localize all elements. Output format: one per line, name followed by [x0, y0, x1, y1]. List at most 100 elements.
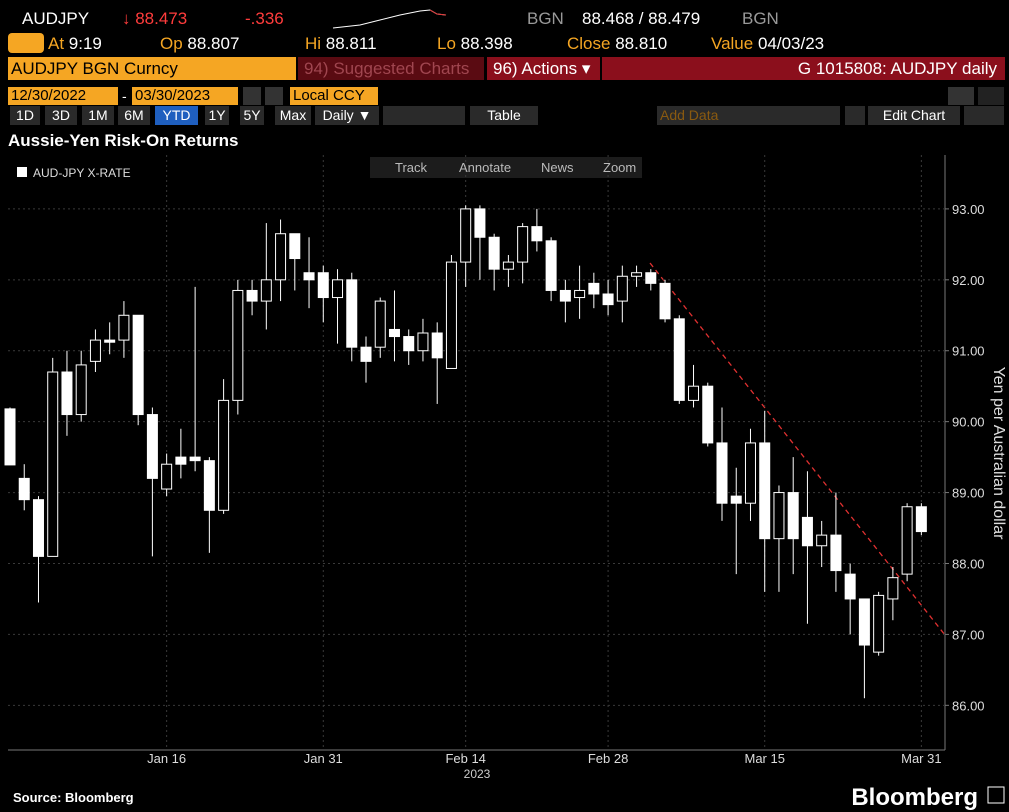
candle-body: [744, 442, 756, 504]
period-button[interactable]: 5Y: [240, 106, 264, 125]
prev-button[interactable]: [243, 87, 261, 105]
period-button[interactable]: 6M: [118, 106, 150, 125]
candle-body: [303, 272, 315, 281]
y-tick-label: 91.00: [952, 344, 985, 359]
x-tick-label: Feb 28: [588, 751, 628, 766]
last-price: ↓ 88.473: [122, 9, 188, 28]
y-tick-label: 89.00: [952, 486, 985, 501]
sparkline-tail: [429, 9, 447, 16]
candle-body: [688, 385, 700, 401]
chart-title: Aussie-Yen Risk-On Returns: [8, 131, 239, 150]
source-note: Source: Bloomberg: [13, 790, 134, 805]
candle-body: [246, 289, 258, 302]
frequency-dropdown[interactable]: Daily ▼: [315, 106, 379, 125]
period-button[interactable]: 1D: [10, 106, 40, 125]
candle-body: [858, 598, 870, 646]
candle-body: [759, 442, 771, 540]
period-button[interactable]: 3D: [45, 106, 77, 125]
actions-button[interactable]: 96) Actions ▾: [487, 57, 600, 80]
expand-icon[interactable]: [987, 786, 1005, 804]
candle-body: [460, 208, 472, 263]
period-button[interactable]: 1Y: [205, 106, 229, 125]
x-tick-label: Mar 31: [901, 751, 941, 766]
candle-body: [161, 463, 173, 490]
candle-body: [360, 346, 372, 362]
y-tick-label: 87.00: [952, 627, 985, 642]
chart-toolbar: [370, 157, 642, 178]
candle-body: [232, 289, 244, 401]
period-button[interactable]: Max: [275, 106, 311, 125]
candle-body: [118, 314, 130, 341]
candle-body: [602, 293, 614, 306]
add-data-field[interactable]: Add Data: [657, 106, 840, 125]
candle-body: [787, 492, 799, 540]
candle-body: [346, 279, 358, 348]
candle-body: [403, 336, 415, 352]
toolbar-button[interactable]: Annotate: [459, 160, 512, 175]
start-date[interactable]: 12/30/2022: [8, 87, 118, 105]
candle-body: [388, 328, 400, 338]
security-field[interactable]: AUDJPY BGN Curncy: [8, 57, 296, 80]
next-button[interactable]: [265, 87, 283, 105]
candle-body: [773, 492, 785, 540]
x-tick-label: Jan 16: [147, 751, 186, 766]
undo-button[interactable]: [948, 87, 974, 105]
candle-body: [175, 456, 187, 465]
candle-body: [730, 495, 742, 504]
toolbar-button[interactable]: Track: [395, 160, 428, 175]
currency-field[interactable]: Local CCY: [290, 87, 378, 105]
candle-body: [915, 506, 927, 533]
bid-ask: 88.468 / 88.479: [582, 9, 701, 28]
y-tick-label: 90.00: [952, 415, 985, 430]
quote-field: At 9:19: [48, 34, 102, 53]
gauge-icon[interactable]: [8, 33, 44, 53]
candle-body: [132, 314, 144, 416]
period-button[interactable]: 1M: [82, 106, 114, 125]
chart-style-buttons[interactable]: [383, 106, 465, 125]
y-axis-title: Yen per Australian dollar: [990, 367, 1007, 541]
toolbar-button[interactable]: News: [541, 160, 574, 175]
candle-body: [488, 236, 500, 270]
x-year-label: 2023: [464, 767, 491, 781]
suggested-charts-button[interactable]: 94) Suggested Charts: [298, 57, 484, 80]
sparkline: [332, 9, 447, 29]
candle-body: [218, 399, 230, 511]
quote-field: Close 88.810: [567, 34, 668, 53]
candle-body: [873, 594, 885, 653]
toolbar-button[interactable]: Zoom: [603, 160, 637, 175]
y-tick-label: 93.00: [952, 202, 985, 217]
edit-chart-button[interactable]: Edit Chart: [868, 106, 960, 125]
x-tick-label: Feb 14: [445, 751, 485, 766]
x-tick-label: Mar 15: [744, 751, 784, 766]
candle-body: [531, 226, 543, 242]
candle-body: [816, 534, 828, 547]
candle-body: [517, 226, 529, 263]
candle-body: [32, 499, 44, 557]
chart-id: G 1015808: AUDJPY daily: [602, 57, 1005, 80]
candle-body: [89, 339, 101, 362]
candle-body: [830, 534, 842, 572]
candle-body: [4, 408, 16, 466]
table-button[interactable]: Table: [470, 106, 538, 125]
date-separator: -: [122, 88, 127, 104]
quote-field: Hi 88.811: [305, 34, 377, 53]
y-tick-label: 92.00: [952, 273, 985, 288]
settings-button[interactable]: [964, 106, 1004, 125]
candle-body: [431, 332, 443, 359]
end-date[interactable]: 03/30/2023: [132, 87, 238, 105]
legend-swatch: [17, 167, 27, 177]
ticker: AUDJPY: [22, 9, 90, 28]
quote-field: Value 04/03/23: [711, 34, 825, 53]
candle-body: [474, 208, 486, 238]
period-button[interactable]: YTD: [155, 106, 198, 125]
y-tick-label: 86.00: [952, 698, 985, 713]
candle-body: [559, 289, 571, 302]
candle-body: [47, 371, 59, 557]
candle-body: [317, 272, 329, 299]
net-change: -.336: [245, 9, 284, 28]
collapse-button[interactable]: [845, 106, 865, 125]
redo-button[interactable]: [978, 87, 1004, 105]
candle-body: [545, 240, 557, 291]
